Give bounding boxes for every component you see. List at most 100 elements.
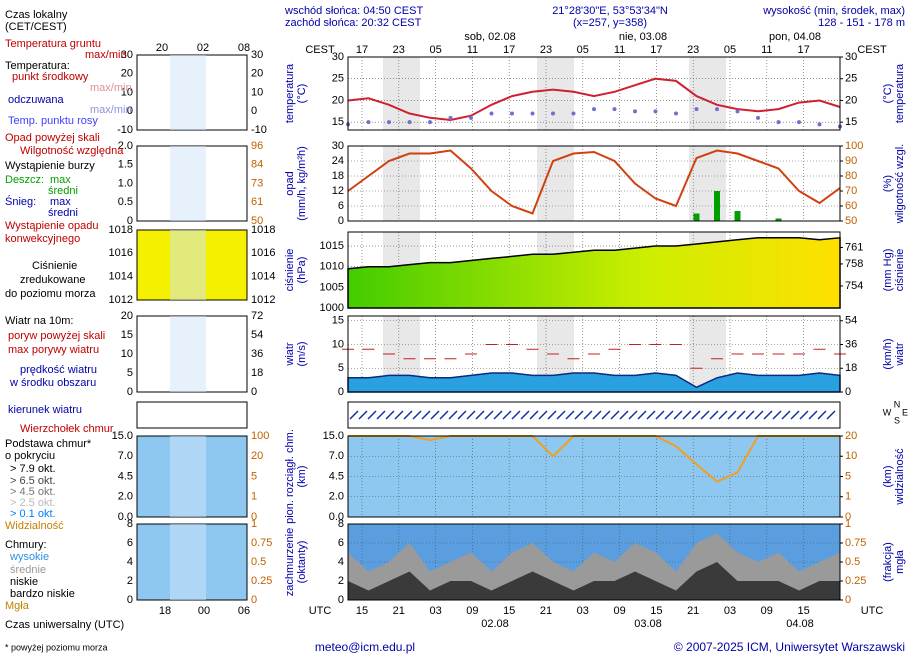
legend-text: średni xyxy=(48,207,78,219)
utc-hour: 21 xyxy=(687,605,699,617)
mini-tick: 96 xyxy=(251,140,263,152)
wind-arrow xyxy=(610,410,620,420)
y-tick-label: 8 xyxy=(338,518,344,530)
y2-tick-label: 18 xyxy=(845,362,857,374)
y-axis-label: (oktanty) xyxy=(296,541,308,584)
y2-tick-label: 50 xyxy=(845,215,857,227)
series-line xyxy=(347,149,841,215)
mini-tick: 0 xyxy=(251,105,257,117)
compass: E xyxy=(902,407,908,417)
mini-tick: 0 xyxy=(251,594,257,606)
y2-tick-label: 70 xyxy=(845,185,857,197)
y2-axis-label: widzialność xyxy=(894,448,906,506)
wind-arrow xyxy=(556,410,566,420)
legend-text: max/min xyxy=(85,49,127,61)
mini-tick: 2.0 xyxy=(118,140,133,152)
y2-axis-label: ciśnienie xyxy=(894,249,906,292)
y-tick-label: 1010 xyxy=(320,261,344,273)
utc-hour: 15 xyxy=(650,605,662,617)
panel-border xyxy=(347,315,841,393)
mini-tick: -10 xyxy=(251,124,267,136)
wind-arrow xyxy=(502,410,512,420)
height-title: wysokość (min, środek, max) xyxy=(762,5,905,17)
panel-border xyxy=(347,56,841,131)
mini-tick: 1.5 xyxy=(118,159,133,171)
y2-tick-label: 60 xyxy=(845,200,857,212)
mini-night xyxy=(170,230,206,300)
y-tick-label: 12 xyxy=(332,185,344,197)
mini-hour: 06 xyxy=(238,605,250,617)
dot xyxy=(407,120,412,125)
wind-arrow xyxy=(430,410,440,420)
wind-arrow xyxy=(412,410,422,420)
wind-arrow xyxy=(358,410,368,420)
cest-hour: 11 xyxy=(614,44,625,56)
y2-tick-label: 5 xyxy=(845,470,851,482)
mini-tick: 20 xyxy=(251,68,263,80)
legend-text: > 2.5 okt. xyxy=(10,497,56,509)
wind-arrow xyxy=(646,410,656,420)
day-label: nie, 03.08 xyxy=(619,31,667,43)
legend-text: Widzialność xyxy=(5,520,64,532)
mini-tick: 0 xyxy=(127,215,133,227)
mini-direction xyxy=(136,401,248,429)
y2-axis-label: (km) xyxy=(882,466,894,488)
date-label: 02.08 xyxy=(481,618,509,630)
mini-tick: 0 xyxy=(251,386,257,398)
y-axis-label: zachmurzenie xyxy=(284,528,296,596)
wind-arrow xyxy=(394,410,404,420)
wind-arrow xyxy=(538,410,548,420)
wind-arrow xyxy=(754,410,764,420)
date-label: 04.08 xyxy=(786,618,814,630)
mini-tick: 1012 xyxy=(251,294,275,306)
y2-axis-label: wilgotność wzgl. xyxy=(894,144,906,224)
legend-text: w środku obszaru xyxy=(9,377,96,389)
compass: W xyxy=(883,407,892,417)
wind-arrow xyxy=(826,410,836,420)
grid-point: (x=257, y=358) xyxy=(573,17,647,29)
email[interactable]: meteo@icm.edu.pl xyxy=(315,640,415,654)
wind-arrow xyxy=(601,410,611,420)
utc-hour: 21 xyxy=(540,605,552,617)
y2-axis-label: (%) xyxy=(882,175,894,192)
mini-tick: 0.0 xyxy=(118,511,133,523)
bar xyxy=(714,191,720,221)
mini-night xyxy=(170,436,206,517)
legend-text: > 0.1 okt. xyxy=(10,508,56,520)
cest-hour: 05 xyxy=(577,44,589,56)
bar xyxy=(734,211,741,221)
wind-arrow xyxy=(421,410,431,420)
y2-tick-label: 20 xyxy=(845,94,857,106)
mini-night xyxy=(170,146,206,221)
y-tick-label: 2 xyxy=(338,575,344,587)
y-tick-label: 0 xyxy=(338,386,344,398)
legend-text: kierunek wiatru xyxy=(8,404,82,416)
mini-tick: 5 xyxy=(127,367,133,379)
dot xyxy=(612,107,617,112)
dot xyxy=(633,109,637,114)
wind-arrow xyxy=(682,410,692,420)
mini-tick: 20 xyxy=(121,310,133,322)
legend-text: > 4.5 okt. xyxy=(10,486,56,498)
sunset: zachód słońca: 20:32 CEST xyxy=(285,17,422,29)
y-axis-label: (hPa) xyxy=(296,257,308,284)
y-tick-label: 1000 xyxy=(320,302,344,314)
dot xyxy=(489,111,494,116)
y2-tick-label: 20 xyxy=(845,430,857,442)
mini-tick: 61 xyxy=(251,196,263,208)
dot xyxy=(448,115,453,120)
y2-tick-label: 25 xyxy=(845,73,857,85)
mini-tick: 0 xyxy=(251,511,257,523)
cest-hour: 23 xyxy=(393,44,405,56)
y2-tick-label: 0.5 xyxy=(845,556,860,568)
mini-tick: 18 xyxy=(251,367,263,379)
mini-tick: 5 xyxy=(251,470,257,482)
cest-hour: 23 xyxy=(687,44,699,56)
legend-text: Czas lokalny xyxy=(5,9,68,21)
wind-arrow xyxy=(529,410,539,420)
footnote: * powyżej poziomu morza xyxy=(5,642,108,652)
mini-tick: 1014 xyxy=(251,271,275,283)
y-axis-label: (°C) xyxy=(296,84,308,104)
y2-tick-label: 15 xyxy=(845,116,857,128)
y-axis-label: temperatura xyxy=(284,63,296,123)
